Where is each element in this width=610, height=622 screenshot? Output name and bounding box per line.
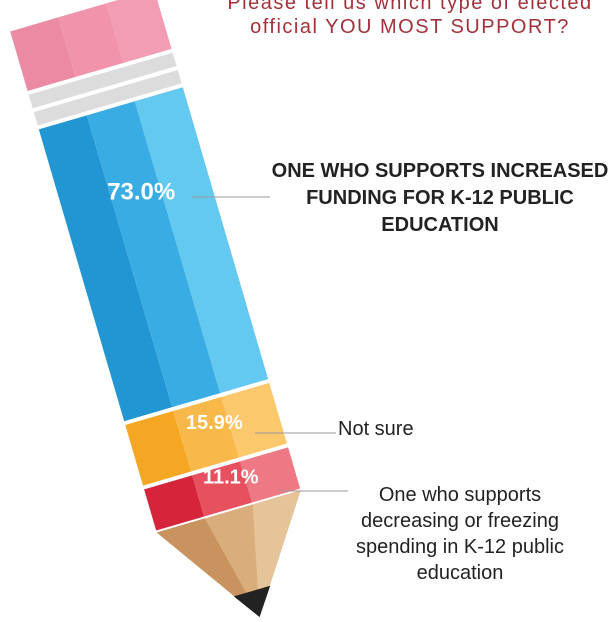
eraser [58,3,124,77]
chart-title: Please tell us which type of elected off… [227,0,593,38]
graphite [233,585,271,617]
wood [156,518,260,617]
segment-stripe [240,447,301,503]
segment-stripe [125,410,191,486]
segment-stripe [38,115,173,422]
ferrule [33,69,182,126]
ferrule [28,52,177,109]
pencil [10,0,301,617]
category-label: ONE WHO SUPPORTS INCREASED FUNDING FOR K… [271,160,609,236]
segment [125,382,287,486]
segment-stripe [192,461,253,517]
segment-stripe [144,475,205,531]
segment-stripe [221,382,287,458]
segment [144,447,301,531]
segment-stripe [134,87,269,394]
value-label: 11.1% [203,467,259,489]
category-label: One who supports decreasing or freezing … [356,484,564,584]
category-label: Not sure [338,418,414,440]
eraser [10,17,76,91]
value-label: 15.9% [186,412,243,434]
segment [38,87,269,422]
segment-stripe [86,101,221,408]
eraser [106,0,172,63]
value-label: 73.0% [107,179,175,206]
segment-stripe [173,396,239,472]
wood [252,490,301,617]
leaders [192,196,348,492]
